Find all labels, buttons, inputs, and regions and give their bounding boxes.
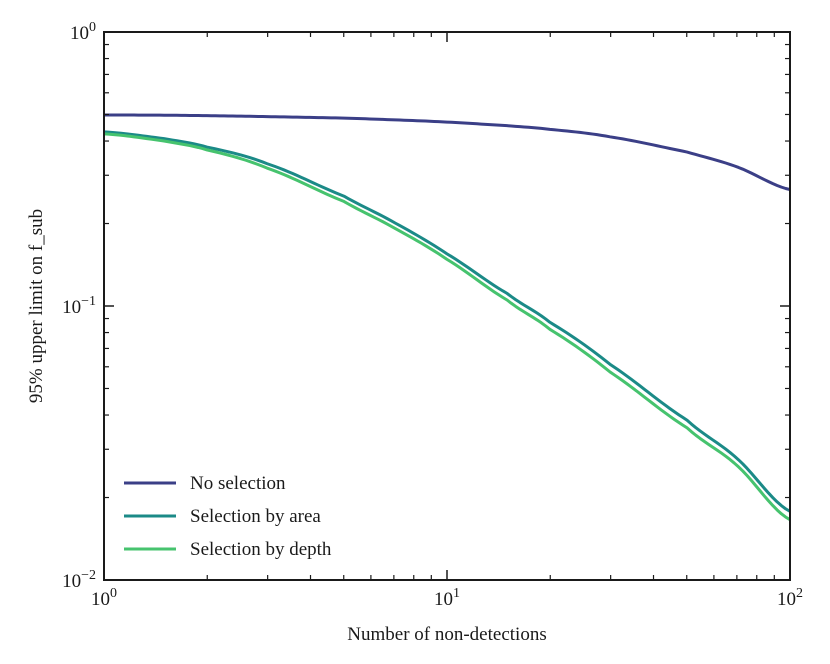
legend-label-no-selection: No selection <box>190 473 286 494</box>
series-layer <box>103 113 791 521</box>
x-tick-base: 10 <box>434 589 453 610</box>
x-tick-base: 10 <box>91 589 110 610</box>
x-tick-exponent: 0 <box>110 586 117 601</box>
legend-label-selection-by-depth: Selection by depth <box>190 539 332 560</box>
y-tick-base: 10 <box>62 297 81 318</box>
x-axis-label: Number of non-detections <box>347 624 546 645</box>
series-line-selection-by-area <box>103 130 791 513</box>
y-tick-exponent: −2 <box>81 568 96 583</box>
x-tick-base: 10 <box>777 589 796 610</box>
y-tick-label: 10−2 <box>62 568 96 592</box>
y-tick-label: 100 <box>70 20 96 44</box>
x-tick-exponent: 2 <box>796 586 803 601</box>
x-tick-label: 102 <box>777 586 803 610</box>
y-axis-label: 95% upper limit on f_sub <box>26 209 47 403</box>
legend: No selection Selection by area Selection b… <box>124 473 332 560</box>
x-tick-label: 101 <box>434 586 460 610</box>
y-tick-exponent: −1 <box>81 294 96 309</box>
ticks-layer <box>103 31 791 581</box>
legend-label-selection-by-area: Selection by area <box>190 506 321 527</box>
series-line-no-selection <box>103 113 791 192</box>
y-tick-label: 10−1 <box>62 294 96 318</box>
y-tick-base: 10 <box>70 23 89 44</box>
series-line-selection-by-depth <box>103 132 791 521</box>
x-tick-label: 100 <box>91 586 117 610</box>
x-tick-exponent: 1 <box>453 586 460 601</box>
y-tick-exponent: 0 <box>89 20 96 35</box>
y-tick-base: 10 <box>62 571 81 592</box>
